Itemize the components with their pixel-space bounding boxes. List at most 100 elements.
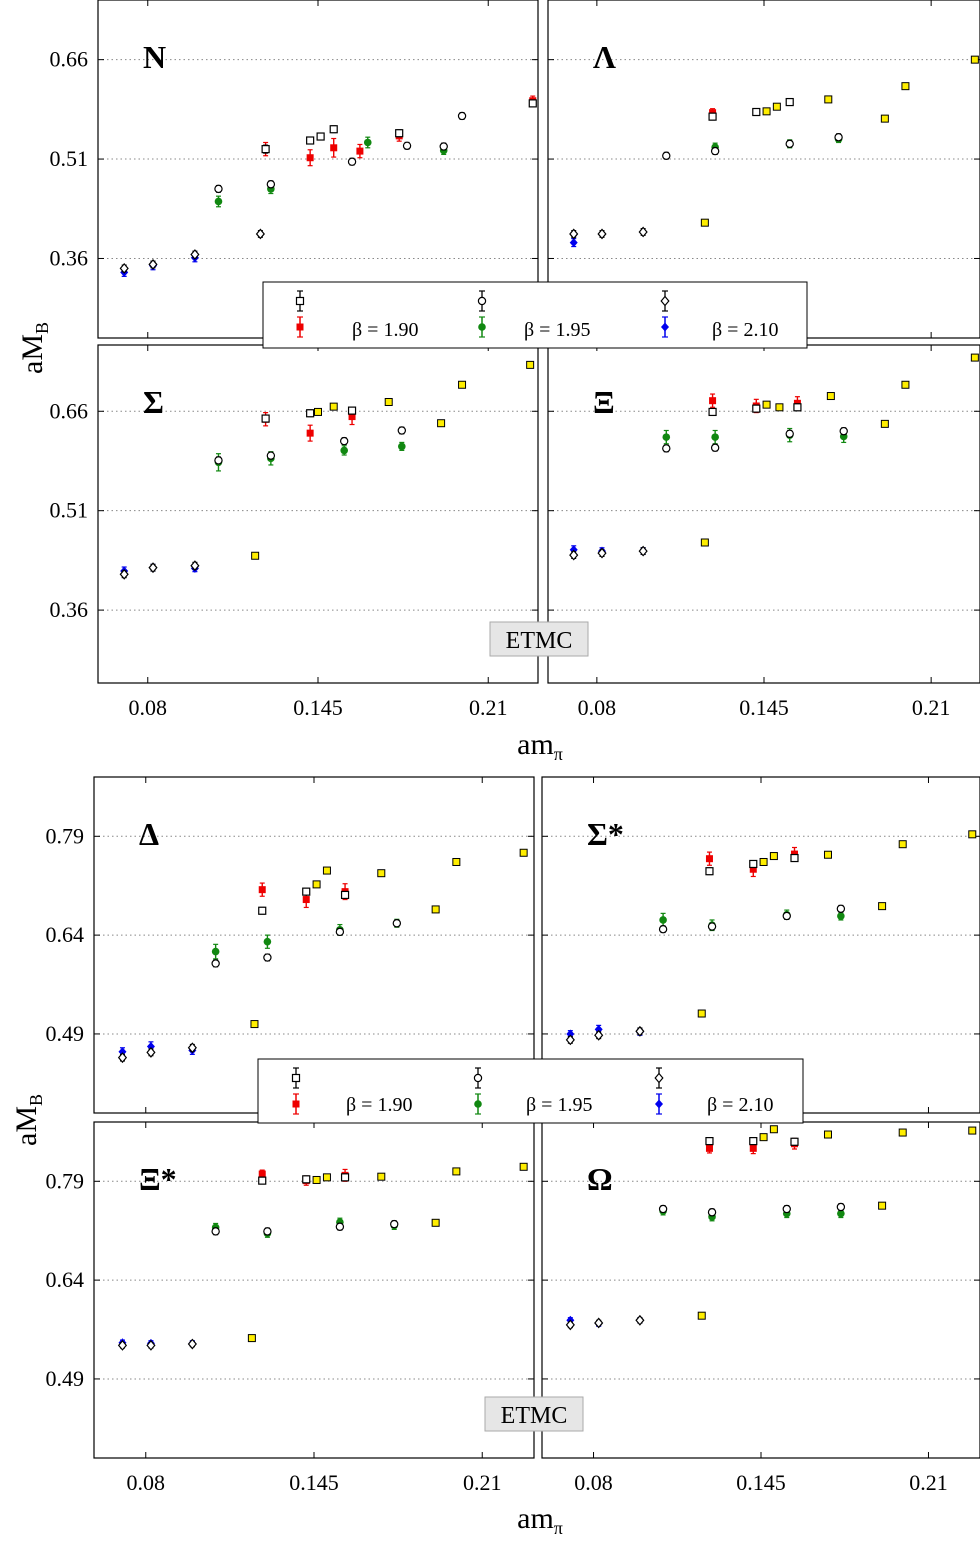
data-point (662, 433, 671, 441)
top-legend-label-2: β = 1.95 (524, 319, 590, 341)
data-point (880, 114, 889, 123)
data-point (705, 867, 714, 876)
data-point (708, 112, 717, 121)
data-point (347, 157, 357, 166)
data-point (834, 132, 843, 142)
data-point (901, 380, 910, 389)
data-point (187, 1338, 197, 1350)
series-open-circle (662, 132, 843, 160)
data-point (662, 444, 671, 453)
bottom-watermark-box (484, 1396, 584, 1432)
data-point (823, 1130, 832, 1139)
data-point (312, 1175, 321, 1184)
legend-marker-open (291, 1073, 301, 1083)
legend-marker-open (473, 1073, 483, 1083)
panels-group: 0.36 0.51 0.66 N Λ 0.36 0.51 0.66 0.08 0.145 0.21 Σ… (46, 0, 980, 1495)
data-point (329, 402, 338, 411)
data-point (119, 262, 129, 274)
x-tick-label: 0.08 (127, 1470, 166, 1495)
data-point (302, 887, 311, 896)
data-point (314, 407, 322, 416)
bottom-legend-label-3: β = 2.10 (707, 1094, 773, 1116)
data-point (707, 922, 717, 931)
data-point (769, 1125, 778, 1134)
data-point (785, 429, 794, 439)
data-point (261, 414, 270, 423)
legend-marker-filled (296, 323, 304, 331)
data-point (569, 238, 578, 248)
series-open-square (705, 1137, 799, 1146)
data-point (306, 154, 314, 162)
data-point (569, 549, 579, 561)
data-point (785, 97, 794, 107)
series-open-diamond (119, 560, 200, 580)
bottom-legend: β = 1.90 β = 1.95 β = 2.10 (257, 1058, 804, 1124)
data-point (339, 436, 349, 446)
data-point (117, 1339, 128, 1351)
top-legend-label-3: β = 2.10 (712, 319, 778, 341)
x-tick-label: 0.145 (293, 695, 343, 720)
data-point (266, 180, 276, 189)
data-point (697, 1311, 706, 1320)
top-legend-label-1: β = 1.90 (352, 319, 418, 341)
data-point (635, 1025, 645, 1037)
top-ylabel: aMB (16, 322, 52, 374)
data-point (752, 404, 761, 413)
data-point (190, 560, 200, 572)
series-yellow-square (247, 1162, 528, 1343)
data-point (458, 380, 467, 389)
panel-title: Ω (587, 1161, 613, 1197)
data-point (258, 1170, 266, 1178)
data-point (312, 880, 321, 889)
data-point (826, 392, 835, 401)
data-point (836, 904, 846, 913)
data-point (211, 947, 220, 956)
legend-marker-filled (474, 1100, 482, 1108)
data-point (710, 146, 720, 156)
data-point (187, 1042, 197, 1054)
top-legend: β = 1.90 β = 1.95 β = 2.10 (262, 281, 808, 349)
top-legend-box (262, 281, 808, 349)
panel-5: 0.49 0.64 0.79 Δ (46, 776, 535, 1114)
series-open-circle (214, 426, 407, 465)
data-point (700, 218, 709, 227)
data-point (759, 1133, 768, 1142)
data-point (322, 866, 331, 875)
data-point (565, 1034, 575, 1046)
data-point (775, 403, 784, 412)
top-watermark: ETMC (489, 621, 589, 657)
data-point (762, 107, 771, 116)
data-point (898, 1128, 907, 1137)
y-tick-label: 0.66 (50, 398, 89, 423)
data-point (214, 184, 223, 194)
data-point (214, 456, 223, 465)
y-tick-label: 0.36 (50, 245, 89, 270)
data-point (662, 151, 671, 160)
data-point (839, 426, 848, 436)
y-tick-label: 0.36 (50, 597, 89, 622)
series-open-diamond (565, 1025, 645, 1046)
legend-marker-filled (292, 1100, 300, 1108)
data-point (211, 1227, 220, 1236)
data-point (377, 1172, 386, 1181)
data-point (968, 1126, 977, 1135)
data-point (377, 869, 386, 878)
panel-frame (93, 776, 535, 1114)
y-tick-label: 0.64 (46, 922, 85, 947)
data-point (749, 1137, 758, 1146)
data-point (250, 1020, 259, 1029)
data-point (782, 1204, 791, 1214)
series-open-square (261, 99, 537, 154)
series-open-diamond (117, 1042, 197, 1064)
data-point (439, 142, 448, 151)
x-tick-label: 0.145 (289, 1470, 339, 1495)
data-point (384, 397, 393, 406)
data-point (258, 1176, 267, 1185)
data-point (638, 226, 648, 238)
y-tick-label: 0.66 (50, 47, 89, 72)
data-point (431, 1218, 440, 1227)
y-tick-label: 0.49 (46, 1366, 85, 1391)
data-point (824, 95, 833, 104)
panel-title: Δ (139, 816, 159, 852)
bottom-legend-label-2: β = 1.95 (526, 1094, 592, 1116)
